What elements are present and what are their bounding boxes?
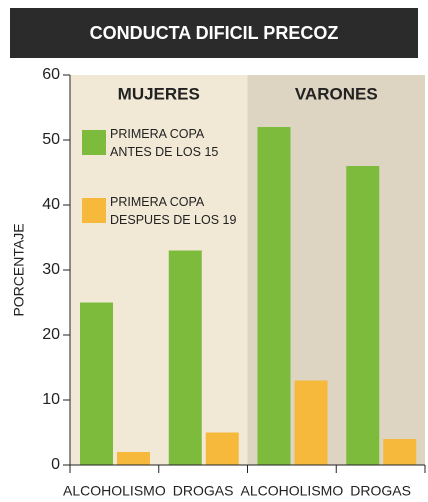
bar <box>294 380 328 465</box>
x-tick-label: DROGAS <box>173 483 234 499</box>
legend-swatch <box>82 130 106 155</box>
bar <box>117 452 150 465</box>
y-tick-label: 20 <box>42 326 60 343</box>
bar <box>257 127 291 465</box>
y-tick-label: 60 <box>42 66 60 83</box>
y-axis-label: PORCENTAJE <box>11 223 27 316</box>
chart-title: CONDUCTA DIFICIL PRECOZ <box>90 23 339 43</box>
y-tick-label: 10 <box>42 391 60 408</box>
bar <box>168 250 202 465</box>
legend-label: PRIMERA COPA DESPUES DE LOS 19 <box>110 195 236 227</box>
panel-label: VARONES <box>295 84 378 103</box>
y-tick-label: 40 <box>42 196 60 213</box>
y-tick-label: 0 <box>51 456 60 473</box>
bar <box>346 166 380 465</box>
x-tick-label: ALCOHOLISMO <box>241 483 344 499</box>
y-tick-label: 50 <box>42 131 60 148</box>
bar <box>383 439 417 465</box>
x-tick-label: ALCOHOLISMO <box>63 483 166 499</box>
title-bar <box>10 8 418 58</box>
bar <box>205 432 239 465</box>
bar <box>80 302 113 465</box>
panel-label: MUJERES <box>118 84 200 103</box>
x-tick-label: DROGAS <box>350 483 411 499</box>
legend-label: PRIMERA COPA ANTES DE LOS 15 <box>110 127 218 159</box>
legend-swatch <box>82 198 106 223</box>
y-tick-label: 30 <box>42 261 60 278</box>
